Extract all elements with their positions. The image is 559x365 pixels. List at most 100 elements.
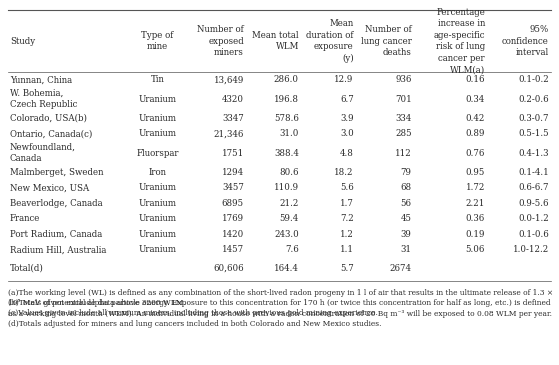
Text: 334: 334 — [395, 114, 412, 123]
Text: 1769: 1769 — [222, 214, 244, 223]
Text: Uranium: Uranium — [139, 95, 177, 104]
Text: 112: 112 — [395, 149, 412, 158]
Text: 21.2: 21.2 — [280, 199, 299, 208]
Text: 1420: 1420 — [222, 230, 244, 239]
Text: 0.0-1.2: 0.0-1.2 — [518, 214, 549, 223]
Text: 0.6-6.7: 0.6-6.7 — [519, 183, 549, 192]
Text: Radium Hill, Australia: Radium Hill, Australia — [10, 245, 106, 254]
Text: 7.6: 7.6 — [285, 245, 299, 254]
Text: 59.4: 59.4 — [280, 214, 299, 223]
Text: Newfoundland,
Canada: Newfoundland, Canada — [10, 143, 76, 163]
Text: 164.4: 164.4 — [274, 264, 299, 273]
Text: 80.6: 80.6 — [280, 168, 299, 177]
Text: Number of
lung cancer
deaths: Number of lung cancer deaths — [361, 25, 412, 57]
Text: 5.6: 5.6 — [340, 183, 354, 192]
Text: 3457: 3457 — [222, 183, 244, 192]
Text: Malmberget, Sweden: Malmberget, Sweden — [10, 168, 103, 177]
Text: Uranium: Uranium — [139, 214, 177, 223]
Text: Yunnan, China: Yunnan, China — [10, 75, 72, 84]
Text: 95%
confidence
interval: 95% confidence interval — [502, 25, 549, 57]
Text: 45: 45 — [401, 214, 412, 223]
Text: 286.0: 286.0 — [274, 75, 299, 84]
Text: (a)The working level (WL) is defined as any combination of the short-lived radon: (a)The working level (WL) is defined as … — [8, 289, 553, 318]
Text: 18.2: 18.2 — [334, 168, 354, 177]
Text: 1751: 1751 — [222, 149, 244, 158]
Text: Fluorspar: Fluorspar — [136, 149, 179, 158]
Text: 4.8: 4.8 — [340, 149, 354, 158]
Text: 0.76: 0.76 — [466, 149, 485, 158]
Text: Ontario, Canada(c): Ontario, Canada(c) — [10, 129, 92, 138]
Text: Percentage
increase in
age-specific
risk of lung
cancer per
WLM(a): Percentage increase in age-specific risk… — [433, 8, 485, 74]
Text: 31: 31 — [401, 245, 412, 254]
Text: 7.2: 7.2 — [340, 214, 354, 223]
Text: Iron: Iron — [149, 168, 167, 177]
Text: 68: 68 — [401, 183, 412, 192]
Text: 3.9: 3.9 — [340, 114, 354, 123]
Text: 0.89: 0.89 — [466, 129, 485, 138]
Text: 56: 56 — [401, 199, 412, 208]
Text: 936: 936 — [395, 75, 412, 84]
Text: Type of
mine: Type of mine — [141, 31, 174, 51]
Text: 0.1-4.1: 0.1-4.1 — [518, 168, 549, 177]
Text: 3347: 3347 — [222, 114, 244, 123]
Text: 13,649: 13,649 — [214, 75, 244, 84]
Text: 0.2-0.6: 0.2-0.6 — [518, 95, 549, 104]
Text: 110.9: 110.9 — [274, 183, 299, 192]
Text: Tin: Tin — [150, 75, 164, 84]
Text: 6.7: 6.7 — [340, 95, 354, 104]
Text: Uranium: Uranium — [139, 199, 177, 208]
Text: 5.06: 5.06 — [466, 245, 485, 254]
Text: Total(d): Total(d) — [10, 264, 44, 273]
Text: 0.95: 0.95 — [466, 168, 485, 177]
Text: 12.9: 12.9 — [334, 75, 354, 84]
Text: 0.36: 0.36 — [466, 214, 485, 223]
Text: Number of
exposed
miners: Number of exposed miners — [197, 25, 244, 57]
Text: 60,606: 60,606 — [214, 264, 244, 273]
Text: 3.0: 3.0 — [340, 129, 354, 138]
Text: 0.1-0.6: 0.1-0.6 — [518, 230, 549, 239]
Text: Uranium: Uranium — [139, 129, 177, 138]
Text: 2.21: 2.21 — [466, 199, 485, 208]
Text: Beaverlodge, Canada: Beaverlodge, Canada — [10, 199, 103, 208]
Text: Study: Study — [10, 36, 35, 46]
Text: Colorado, USA(b): Colorado, USA(b) — [10, 114, 87, 123]
Text: 196.8: 196.8 — [274, 95, 299, 104]
Text: Uranium: Uranium — [139, 245, 177, 254]
Text: 1.7: 1.7 — [340, 199, 354, 208]
Text: 0.1-0.2: 0.1-0.2 — [518, 75, 549, 84]
Text: Mean
duration of
exposure
(y): Mean duration of exposure (y) — [306, 19, 354, 63]
Text: Port Radium, Canada: Port Radium, Canada — [10, 230, 102, 239]
Text: W. Bohemia,
Czech Republic: W. Bohemia, Czech Republic — [10, 89, 77, 109]
Text: 701: 701 — [395, 95, 412, 104]
Text: 0.19: 0.19 — [466, 230, 485, 239]
Text: Uranium: Uranium — [139, 183, 177, 192]
Text: 388.4: 388.4 — [274, 149, 299, 158]
Text: 578.6: 578.6 — [274, 114, 299, 123]
Text: 6895: 6895 — [222, 199, 244, 208]
Text: 0.42: 0.42 — [466, 114, 485, 123]
Text: 0.9-5.6: 0.9-5.6 — [519, 199, 549, 208]
Text: 4320: 4320 — [222, 95, 244, 104]
Text: New Mexico, USA: New Mexico, USA — [10, 183, 89, 192]
Text: 0.5-1.5: 0.5-1.5 — [518, 129, 549, 138]
Text: Mean total
WLM: Mean total WLM — [252, 31, 299, 51]
Text: 0.34: 0.34 — [466, 95, 485, 104]
Text: 0.16: 0.16 — [466, 75, 485, 84]
Text: 0.4-1.3: 0.4-1.3 — [519, 149, 549, 158]
Text: Uranium: Uranium — [139, 230, 177, 239]
Text: (c)Values given include all uranium miners, including those with previous gold m: (c)Values given include all uranium mine… — [8, 310, 378, 318]
Text: (d)Totals adjusted for miners and lung cancers included in both Colorado and New: (d)Totals adjusted for miners and lung c… — [8, 320, 381, 328]
Text: 1.2: 1.2 — [340, 230, 354, 239]
Text: 21,346: 21,346 — [214, 129, 244, 138]
Text: 1.72: 1.72 — [466, 183, 485, 192]
Text: (b)Totals given exclude data above 3200 WLM.: (b)Totals given exclude data above 3200 … — [8, 299, 186, 307]
Text: 243.0: 243.0 — [274, 230, 299, 239]
Text: 1.0-12.2: 1.0-12.2 — [513, 245, 549, 254]
Text: 5.7: 5.7 — [340, 264, 354, 273]
Text: 0.3-0.7: 0.3-0.7 — [519, 114, 549, 123]
Text: Uranium: Uranium — [139, 114, 177, 123]
Text: 285: 285 — [395, 129, 412, 138]
Text: 1457: 1457 — [222, 245, 244, 254]
Text: 1.1: 1.1 — [340, 245, 354, 254]
Text: France: France — [10, 214, 40, 223]
